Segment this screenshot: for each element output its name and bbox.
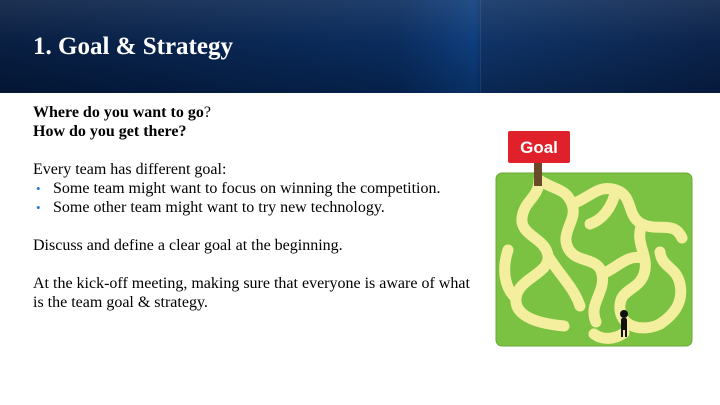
slide-header: 1. Goal & Strategy	[0, 0, 720, 93]
bullet-item: • Some other team might want to try new t…	[33, 198, 478, 217]
question-2-bold: How do you get there?	[33, 123, 187, 140]
bullet-list: • Some team might want to focus on winnin…	[33, 179, 478, 217]
question-1-tail: ?	[203, 104, 211, 121]
goal-sign-icon: Goal	[508, 131, 570, 186]
goal-sign-text: Goal	[520, 138, 558, 157]
bullet-dot-icon: •	[36, 181, 41, 196]
bullet-item: • Some team might want to focus on winnin…	[33, 179, 478, 198]
kickoff-text: At the kick-off meeting, making sure tha…	[33, 275, 470, 311]
intro-text: Every team has different goal:	[33, 161, 227, 178]
slide-body: Where do you want to go? How do you get …	[33, 103, 478, 312]
bullet-dot-icon: •	[36, 200, 41, 215]
discuss-text: Discuss and define a clear goal at the b…	[33, 237, 343, 254]
header-divider	[480, 0, 481, 93]
bullet-text: Some other team might want to try new te…	[53, 199, 385, 216]
header-sheen	[0, 0, 720, 93]
slide-title: 1. Goal & Strategy	[33, 33, 233, 60]
maze-icon	[495, 172, 693, 347]
question-2: How do you get there?	[33, 122, 478, 141]
question-1: Where do you want to go?	[33, 103, 478, 122]
bullet-text: Some team might want to focus on winning…	[53, 180, 441, 197]
maze-goal-illustration: Goal	[495, 131, 693, 347]
question-1-bold: Where do you want to go	[33, 104, 204, 121]
